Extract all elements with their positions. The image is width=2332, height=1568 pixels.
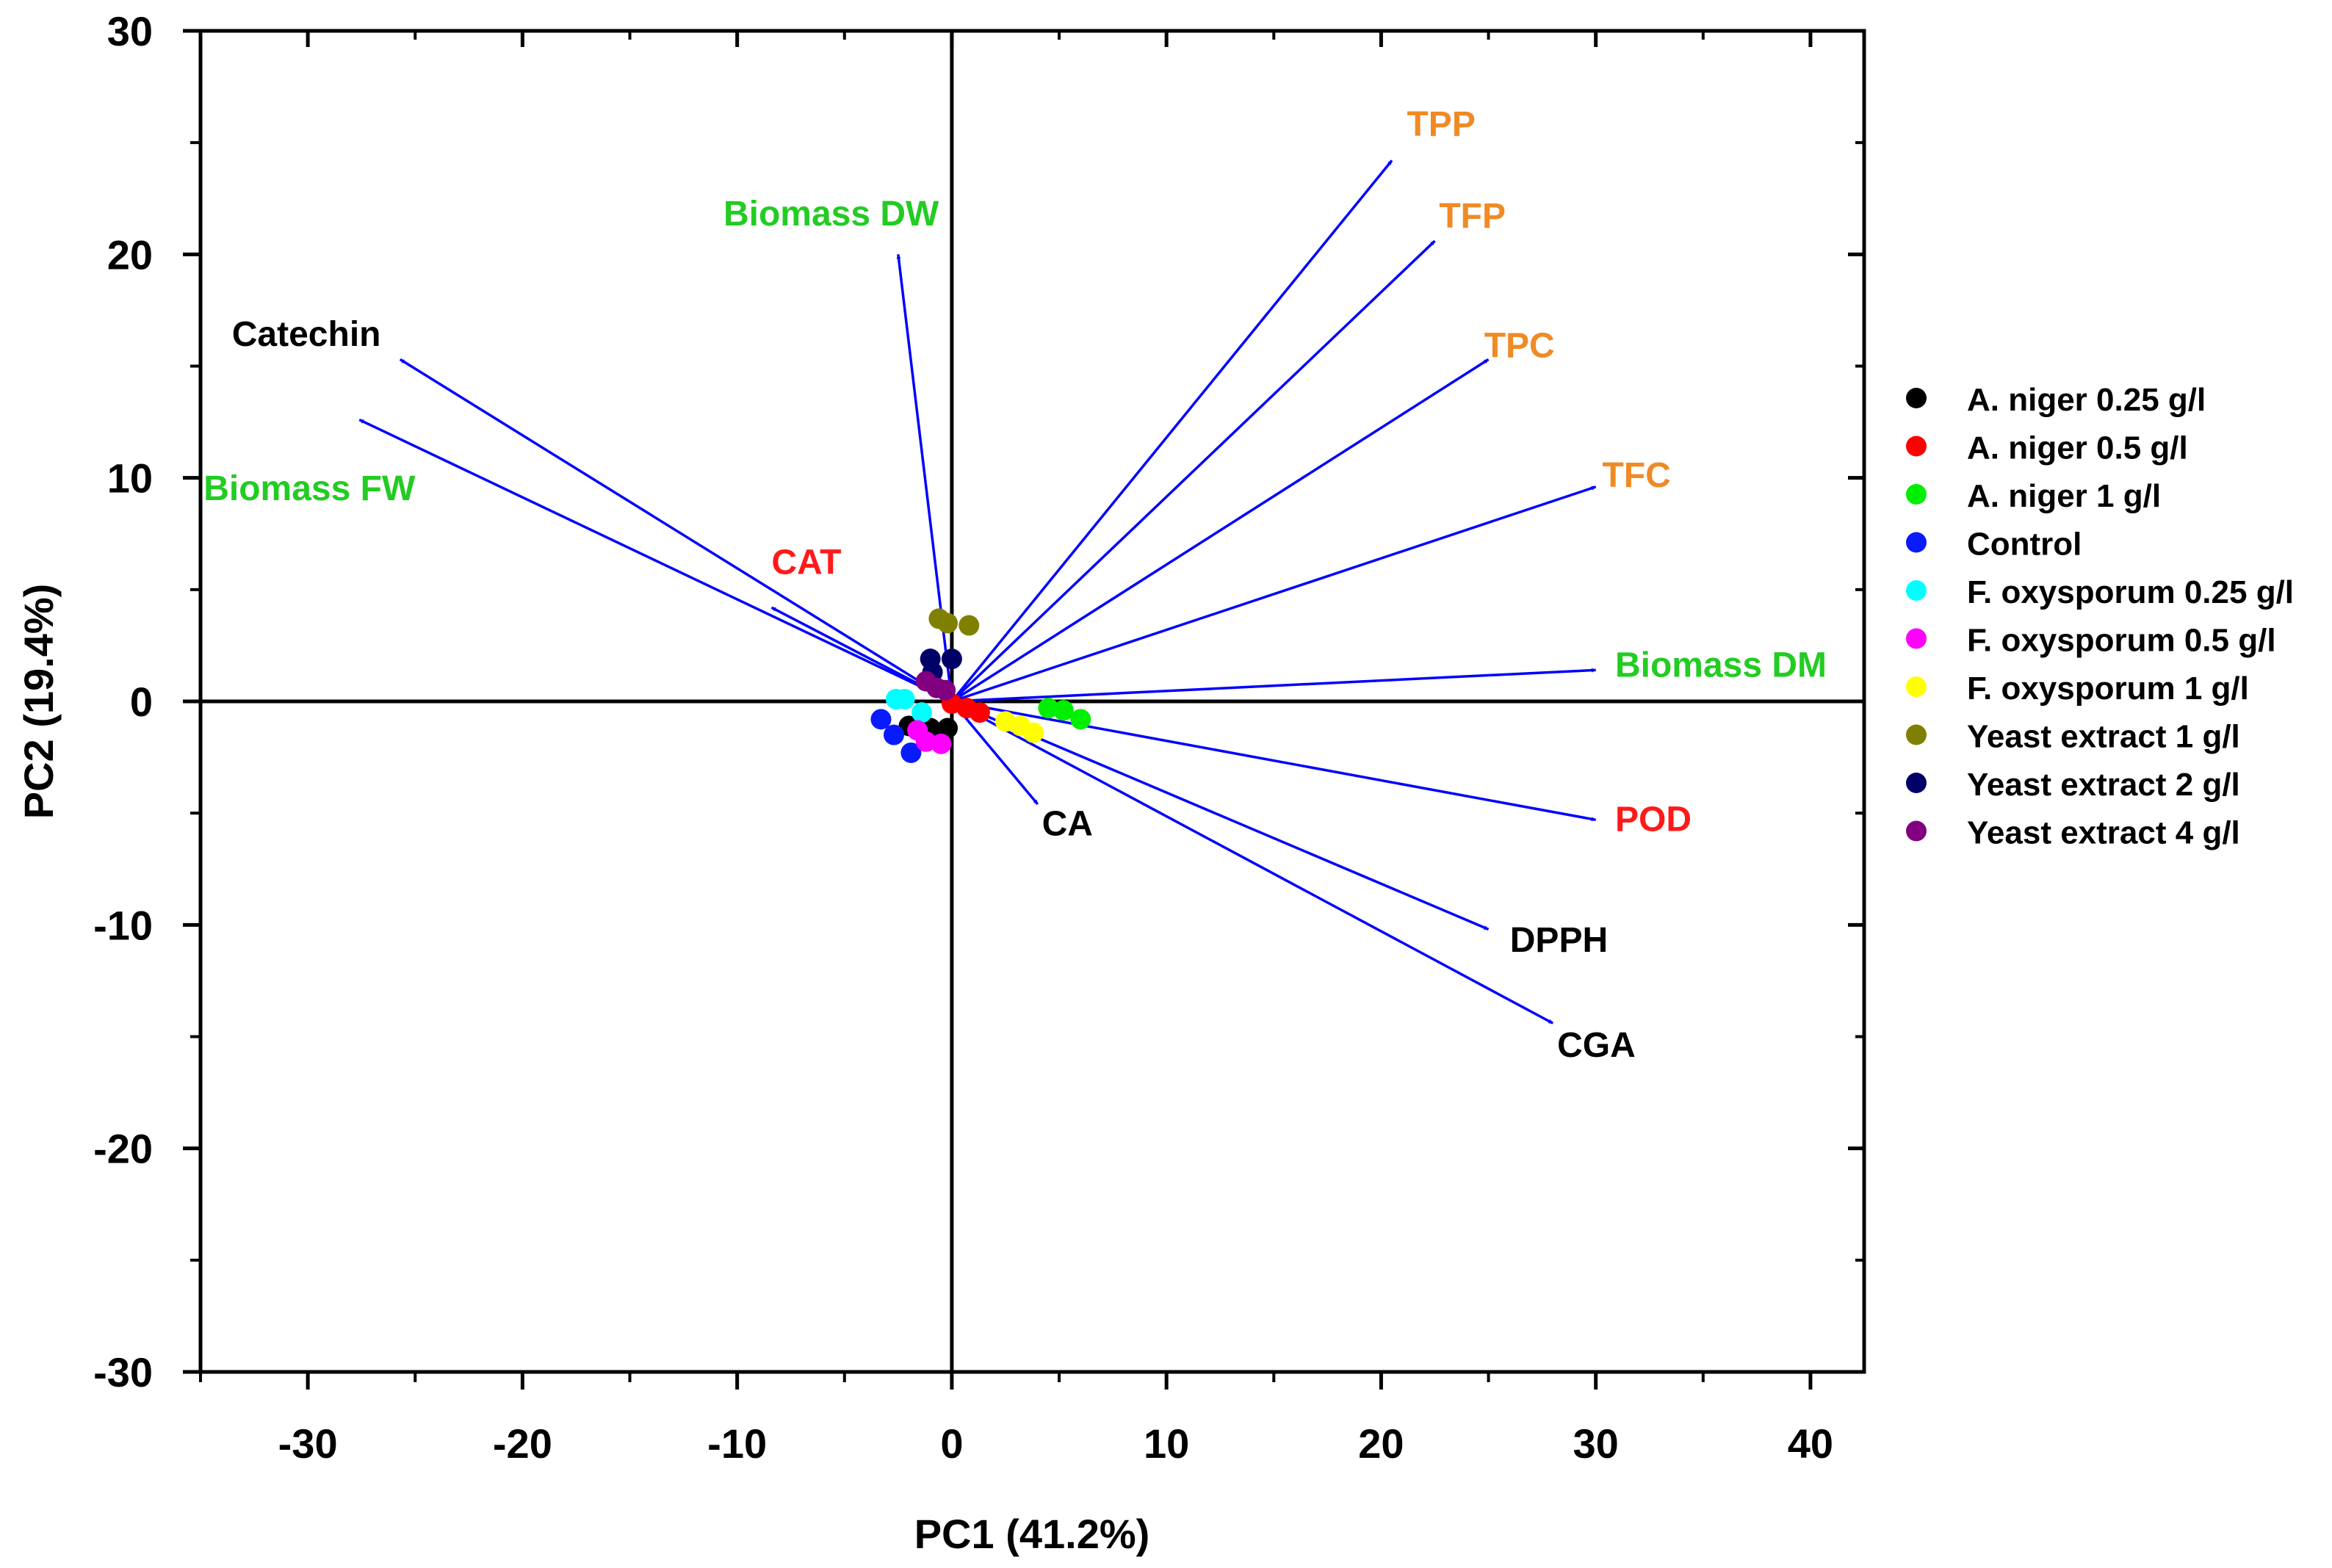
legend-label: F. oxysporum 0.25 g/l bbox=[1967, 574, 2294, 610]
x-axis-label: PC1 (41.2%) bbox=[914, 1511, 1150, 1557]
legend-marker bbox=[1906, 532, 1927, 553]
x-tick-label: -10 bbox=[707, 1420, 767, 1467]
x-tick-label: 10 bbox=[1144, 1420, 1189, 1467]
x-tick-label: -20 bbox=[493, 1420, 552, 1467]
loading-label: Catechin bbox=[232, 315, 381, 354]
x-tick-label: 0 bbox=[940, 1420, 963, 1467]
score-point bbox=[911, 702, 932, 723]
y-axis-label: PC2 (19.4%) bbox=[15, 584, 62, 820]
loading-label: TPP bbox=[1407, 105, 1475, 144]
loading-labels: TPP TFP TPC TFC Biomass DM POD DPPH CGA CA CAT Cat… bbox=[203, 105, 1827, 1065]
loading-arrow bbox=[951, 700, 1554, 1025]
loading-arrow bbox=[950, 239, 1436, 703]
score-point bbox=[1053, 700, 1074, 721]
x-tick-label: -30 bbox=[278, 1420, 338, 1467]
y-tick-label: -20 bbox=[93, 1126, 153, 1172]
x-tick-label: 40 bbox=[1788, 1420, 1833, 1467]
x-tick-label: 30 bbox=[1573, 1420, 1619, 1467]
y-tick-label: -10 bbox=[93, 902, 153, 948]
legend-marker bbox=[1906, 484, 1927, 505]
legend-marker bbox=[1906, 676, 1927, 697]
score-point bbox=[915, 731, 936, 752]
score-point bbox=[1070, 709, 1091, 730]
legend-marker bbox=[1906, 628, 1927, 649]
axes-layer: -30 -20 -10 0 10 20 30 40 -30 -20 -10 0 10 20 30 bbox=[93, 8, 1864, 1467]
legend-marker bbox=[1906, 388, 1927, 408]
score-point bbox=[1038, 698, 1059, 719]
loading-label: TFP bbox=[1439, 197, 1506, 236]
loading-arrow bbox=[950, 700, 1039, 806]
loading-label: TPC bbox=[1484, 326, 1555, 365]
loading-arrow bbox=[950, 358, 1490, 703]
y-tick-label: 30 bbox=[107, 8, 153, 54]
score-points bbox=[870, 608, 1091, 763]
loading-arrow bbox=[951, 700, 1596, 822]
loading-label: DPPH bbox=[1510, 921, 1608, 960]
score-point bbox=[883, 724, 904, 745]
score-point bbox=[935, 679, 956, 701]
loading-label: TFC bbox=[1602, 456, 1670, 495]
y-tick-label: -30 bbox=[93, 1349, 153, 1395]
legend-label: Yeast extract 1 g/l bbox=[1967, 719, 2240, 755]
score-point bbox=[959, 615, 980, 636]
score-point bbox=[900, 742, 922, 763]
loading-arrows bbox=[358, 159, 1597, 1025]
loading-arrow bbox=[951, 485, 1597, 703]
y-tick-label: 0 bbox=[130, 679, 153, 725]
legend-marker bbox=[1906, 724, 1927, 745]
loading-label: CA bbox=[1042, 805, 1093, 844]
loading-arrow bbox=[951, 668, 1596, 703]
score-point bbox=[937, 613, 959, 634]
loading-label: Biomass DM bbox=[1615, 646, 1827, 685]
legend: A. niger 0.25 g/l A. niger 0.5 g/l A. nige… bbox=[1906, 382, 2294, 851]
y-tick-label: 20 bbox=[107, 231, 153, 278]
loading-label: CGA bbox=[1557, 1026, 1636, 1065]
score-point bbox=[941, 648, 962, 670]
loading-arrow bbox=[950, 159, 1393, 703]
loading-label: POD bbox=[1615, 801, 1692, 839]
legend-label: F. oxysporum 0.5 g/l bbox=[1967, 623, 2276, 659]
legend-label: F. oxysporum 1 g/l bbox=[1967, 671, 2249, 707]
score-point bbox=[894, 688, 915, 709]
legend-label: A. niger 1 g/l bbox=[1967, 478, 2161, 514]
score-point bbox=[1022, 722, 1044, 743]
loading-arrow bbox=[358, 418, 953, 703]
legend-label: A. niger 0.5 g/l bbox=[1967, 430, 2188, 466]
loading-label: Biomass FW bbox=[203, 469, 416, 508]
score-point bbox=[931, 733, 952, 754]
legend-marker bbox=[1906, 580, 1927, 601]
legend-label: Control bbox=[1967, 527, 2082, 563]
loading-label: Biomass DW bbox=[723, 195, 939, 234]
loading-arrow bbox=[399, 358, 953, 703]
legend-label: Yeast extract 2 g/l bbox=[1967, 767, 2240, 803]
y-tick-label: 10 bbox=[107, 455, 153, 502]
score-point bbox=[969, 702, 990, 723]
score-point bbox=[937, 718, 959, 739]
score-point bbox=[870, 709, 892, 730]
legend-marker bbox=[1906, 773, 1927, 793]
loading-label: CAT bbox=[771, 543, 841, 582]
legend-label: Yeast extract 4 g/l bbox=[1967, 815, 2240, 851]
legend-marker bbox=[1906, 436, 1927, 457]
legend-marker bbox=[1906, 820, 1927, 842]
loading-arrow bbox=[951, 700, 1490, 931]
legend-label: A. niger 0.25 g/l bbox=[1967, 382, 2206, 418]
x-tick-label: 20 bbox=[1358, 1420, 1404, 1467]
